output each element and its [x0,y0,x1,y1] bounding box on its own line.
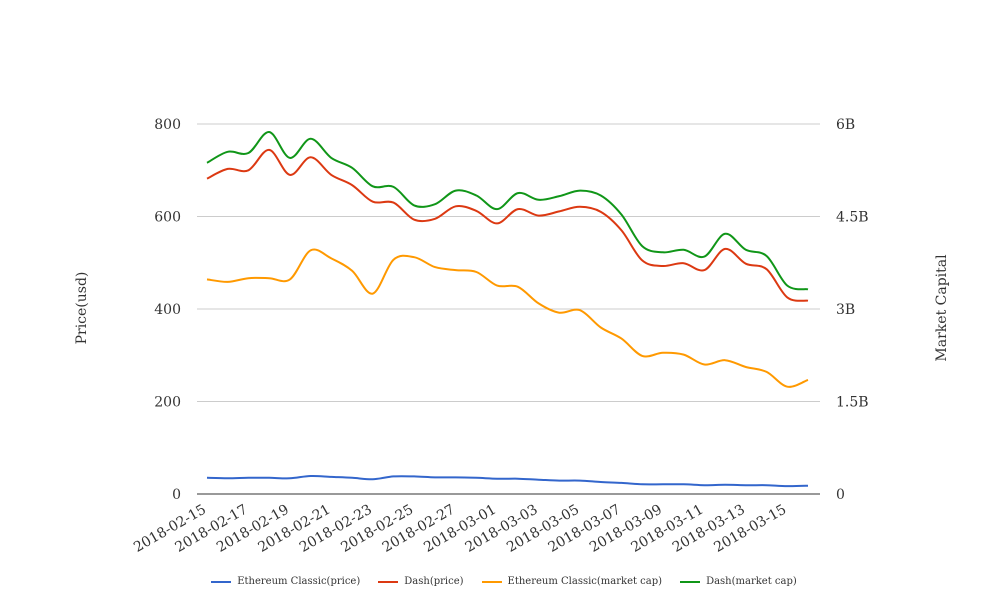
right-tick-label: 6B [836,117,855,133]
legend-item-dash-price[interactable]: Dash(price) [378,576,464,587]
legend-swatch [211,580,232,583]
legend-label: Ethereum Classic(market cap) [507,576,663,587]
series-line-dash-market-cap [206,131,809,291]
series-line-dash-price [206,148,809,302]
right-tick-label: 1.5B [836,395,869,411]
left-tick-label: 400 [154,302,181,318]
right-axis-ticks: 0 1.5B 3B 4.5B 6B [836,117,869,503]
right-tick-label: 3B [836,302,855,318]
right-tick-label: 0 [836,487,845,503]
left-tick-label: 800 [154,117,181,133]
left-tick-label: 200 [154,395,181,411]
legend-label: Dash(market cap) [706,576,797,587]
series-line-ethereum-classic-price [206,474,809,488]
legend-swatch [680,580,701,583]
legend-swatch [378,580,399,583]
legend-item-ethereum-classic-price[interactable]: Ethereum Classic(price) [211,576,360,587]
series-lines [206,131,809,488]
left-axis-ticks: 0 200 400 600 800 [154,117,181,503]
chart-legend: Ethereum Classic(price) Dash(price) Ethere… [0,576,1008,587]
legend-swatch [481,580,502,583]
legend-item-dash-market-cap[interactable]: Dash(market cap) [680,576,797,587]
right-tick-label: 4.5B [836,210,869,226]
left-axis-title: Price(usd) [74,272,90,345]
gridlines [197,123,820,495]
legend-label: Dash(price) [404,576,464,587]
left-tick-label: 0 [172,487,181,503]
series-line-ethereum-classic-market-cap [206,248,809,388]
legend-label: Ethereum Classic(price) [237,576,361,587]
x-axis-ticks: 2018-02-152018-02-172018-02-192018-02-21… [131,502,789,556]
line-chart: 0 200 400 600 800 0 1.5B 3B 4.5B 6B 2018-02-1520… [74,117,950,556]
left-tick-label: 600 [154,210,181,226]
right-axis-title: Market Capital [934,254,950,362]
legend-item-ethereum-classic-market-cap[interactable]: Ethereum Classic(market cap) [481,576,663,587]
